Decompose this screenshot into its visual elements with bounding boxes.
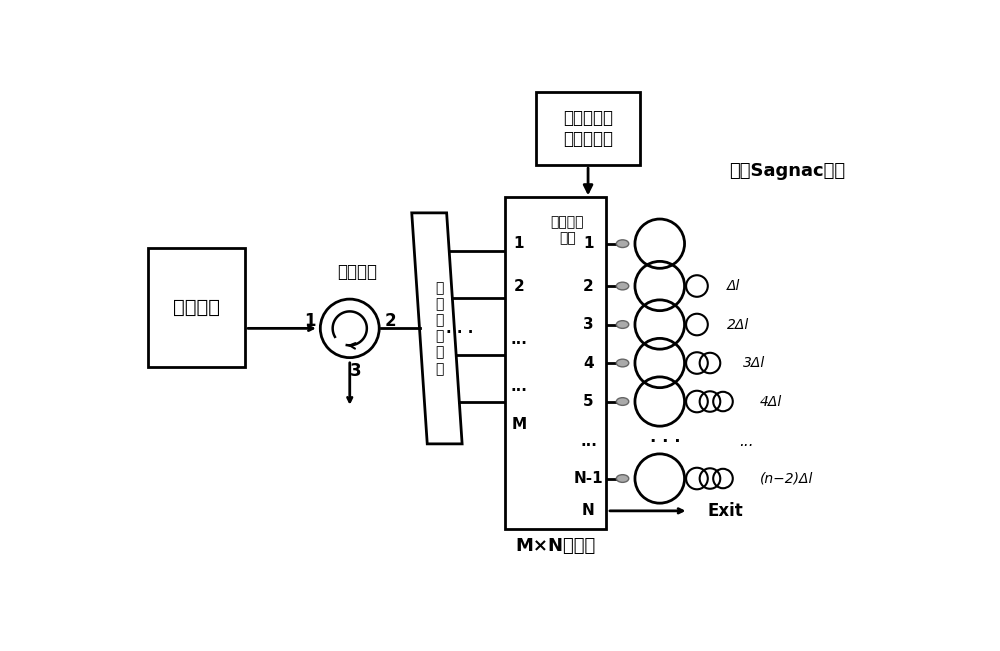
Bar (505, 197, 606, 529)
Text: 3Δl: 3Δl (743, 356, 766, 370)
Text: · · ·: · · · (650, 432, 680, 450)
Text: ...: ... (510, 333, 527, 348)
Text: 4Δl: 4Δl (760, 395, 782, 409)
Ellipse shape (616, 398, 629, 406)
Text: 3: 3 (350, 363, 362, 380)
Text: · · ·: · · · (446, 325, 474, 340)
Text: 光纤Sagnac环镜: 光纤Sagnac环镜 (730, 161, 846, 180)
Ellipse shape (616, 282, 629, 290)
Text: ...: ... (510, 379, 527, 394)
Text: 波长选择与
路由控制器: 波长选择与 路由控制器 (563, 109, 613, 148)
Bar (148, 247, 245, 367)
Text: 1: 1 (583, 236, 594, 251)
Text: Exit: Exit (708, 502, 744, 520)
Text: ...: ... (580, 434, 597, 449)
Text: 宽带光源: 宽带光源 (173, 298, 220, 316)
Text: N-1: N-1 (574, 471, 603, 486)
Text: 2Δl: 2Δl (727, 318, 749, 331)
Ellipse shape (616, 321, 629, 328)
Ellipse shape (616, 240, 629, 247)
Text: ...: ... (739, 434, 754, 449)
Text: 2: 2 (384, 312, 396, 329)
Text: Δl: Δl (727, 279, 741, 293)
Text: 电路控制
端口: 电路控制 端口 (550, 215, 584, 245)
Text: 4: 4 (583, 355, 594, 370)
Ellipse shape (616, 475, 629, 482)
Text: 3: 3 (583, 317, 594, 332)
Bar (536, 92, 640, 165)
Text: (n−2)Δl: (n−2)Δl (760, 471, 813, 486)
Ellipse shape (616, 359, 629, 367)
Text: 1: 1 (304, 312, 315, 329)
Text: 2: 2 (513, 279, 524, 294)
Text: 2: 2 (583, 279, 594, 294)
Text: 光环形器: 光环形器 (338, 263, 378, 281)
Text: 1: 1 (513, 236, 524, 251)
Text: 5: 5 (583, 394, 594, 409)
Text: 阵
列
波
导
光
栅: 阵 列 波 导 光 栅 (435, 281, 443, 376)
Text: M×N光开光: M×N光开光 (515, 536, 595, 555)
Text: M: M (511, 417, 526, 432)
Text: N: N (582, 503, 595, 518)
